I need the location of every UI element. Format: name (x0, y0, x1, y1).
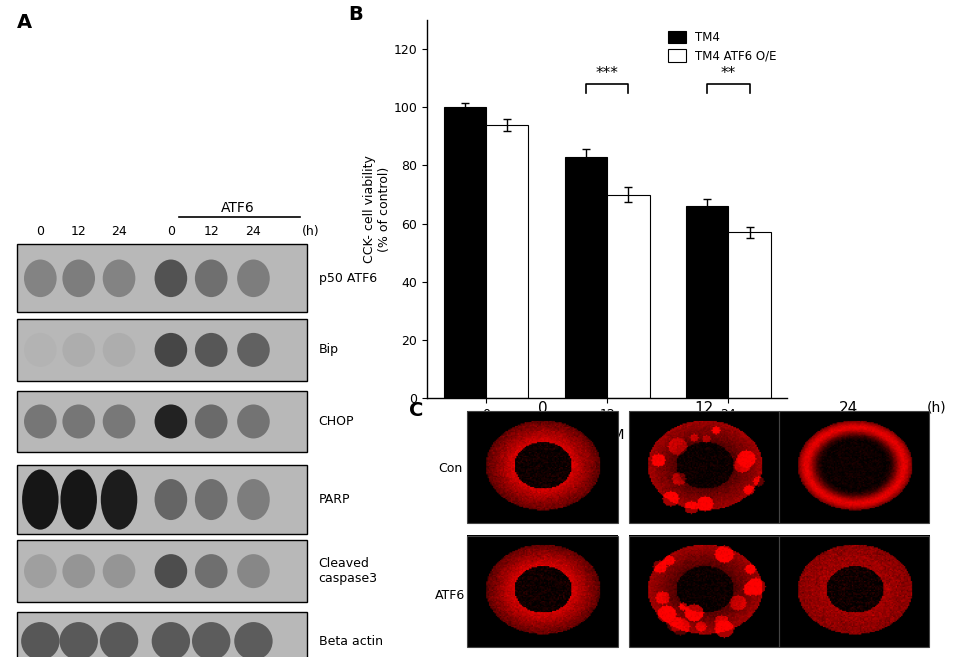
Ellipse shape (237, 479, 270, 520)
Ellipse shape (60, 469, 97, 530)
Text: 0: 0 (167, 224, 175, 238)
Text: 12: 12 (204, 224, 219, 238)
Text: 12: 12 (694, 401, 713, 416)
Ellipse shape (155, 260, 187, 297)
FancyBboxPatch shape (17, 244, 307, 313)
Text: Bip: Bip (319, 343, 339, 357)
Legend: TM4, TM4 ATF6 O/E: TM4, TM4 ATF6 O/E (663, 26, 781, 67)
Ellipse shape (237, 333, 270, 367)
Text: 0: 0 (538, 401, 547, 416)
Bar (780, 411, 929, 523)
Text: 0: 0 (36, 224, 44, 238)
Text: Beta actin: Beta actin (319, 635, 383, 647)
Text: A: A (17, 13, 33, 32)
FancyBboxPatch shape (17, 390, 307, 452)
Bar (686, 207, 729, 398)
Ellipse shape (103, 333, 135, 367)
Ellipse shape (62, 554, 95, 588)
Bar (629, 411, 780, 523)
Text: 12: 12 (71, 224, 86, 238)
Text: (h): (h) (301, 224, 319, 238)
Ellipse shape (24, 260, 57, 297)
Ellipse shape (62, 260, 95, 297)
Ellipse shape (155, 479, 187, 520)
Bar (468, 411, 617, 523)
Ellipse shape (24, 404, 57, 438)
Bar (608, 195, 650, 398)
Ellipse shape (192, 622, 230, 660)
Text: 24: 24 (839, 401, 858, 416)
Bar (564, 157, 608, 398)
Ellipse shape (155, 404, 187, 438)
Text: Con: Con (439, 462, 463, 475)
FancyBboxPatch shape (17, 319, 307, 380)
Ellipse shape (100, 622, 138, 660)
Text: PARP: PARP (319, 493, 350, 506)
Ellipse shape (21, 622, 60, 660)
FancyBboxPatch shape (17, 540, 307, 602)
Bar (444, 108, 486, 398)
Ellipse shape (103, 260, 135, 297)
Ellipse shape (237, 260, 270, 297)
Ellipse shape (155, 333, 187, 367)
Ellipse shape (103, 404, 135, 438)
Text: ***: *** (596, 66, 618, 81)
Bar (780, 536, 929, 647)
Ellipse shape (155, 554, 187, 588)
Ellipse shape (237, 404, 270, 438)
Bar (629, 536, 780, 647)
Text: p50 ATF6: p50 ATF6 (319, 272, 377, 285)
Ellipse shape (237, 554, 270, 588)
Ellipse shape (62, 404, 95, 438)
Ellipse shape (24, 554, 57, 588)
Ellipse shape (103, 554, 135, 588)
FancyBboxPatch shape (17, 612, 307, 664)
Text: 24: 24 (111, 224, 127, 238)
Ellipse shape (195, 404, 228, 438)
Ellipse shape (60, 622, 98, 660)
Ellipse shape (234, 622, 273, 660)
Ellipse shape (195, 333, 228, 367)
Bar (729, 232, 771, 398)
Ellipse shape (62, 333, 95, 367)
Text: Cleaved
caspase3: Cleaved caspase3 (319, 557, 377, 585)
Ellipse shape (195, 554, 228, 588)
Text: **: ** (721, 66, 736, 81)
X-axis label: Cadmium 20μM treatment: Cadmium 20μM treatment (516, 428, 699, 442)
Text: B: B (348, 5, 363, 24)
Ellipse shape (101, 469, 137, 530)
Y-axis label: CCK- cell viability
(% of control): CCK- cell viability (% of control) (363, 155, 391, 263)
FancyBboxPatch shape (17, 465, 307, 534)
Text: ATF6: ATF6 (221, 201, 255, 215)
Text: ATF6: ATF6 (436, 589, 466, 602)
Text: CHOP: CHOP (319, 415, 354, 428)
Bar (468, 536, 617, 647)
Ellipse shape (195, 260, 228, 297)
Bar (486, 125, 528, 398)
Text: (h): (h) (795, 439, 813, 452)
Ellipse shape (152, 622, 190, 660)
Ellipse shape (195, 479, 228, 520)
Text: (h): (h) (926, 401, 946, 415)
Text: 24: 24 (246, 224, 261, 238)
Text: C: C (409, 401, 423, 420)
Ellipse shape (22, 469, 59, 530)
Ellipse shape (24, 333, 57, 367)
